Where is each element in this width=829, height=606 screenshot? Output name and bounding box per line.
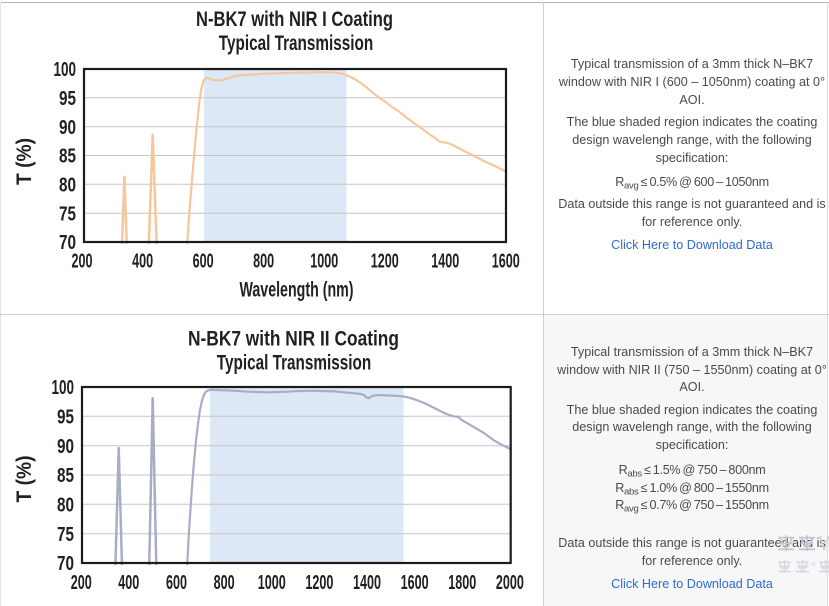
svg-text:1800: 1800: [448, 572, 476, 594]
svg-text:1400: 1400: [353, 572, 381, 594]
svg-text:90: 90: [59, 117, 76, 139]
svg-text:200: 200: [72, 251, 93, 273]
svg-text:800: 800: [214, 572, 235, 594]
svg-text:1600: 1600: [401, 572, 429, 594]
svg-text:Typical Transmission: Typical Transmission: [217, 351, 372, 374]
svg-text:Wavelength (nm): Wavelength (nm): [240, 279, 354, 302]
svg-text:Typical Transmission: Typical Transmission: [219, 32, 374, 55]
svg-text:100: 100: [52, 377, 75, 399]
svg-text:75: 75: [59, 203, 76, 225]
svg-text:95: 95: [59, 88, 76, 110]
svg-text:1600: 1600: [492, 251, 520, 273]
svg-text:1400: 1400: [431, 251, 459, 273]
svg-text:85: 85: [59, 146, 76, 168]
svg-text:1000: 1000: [310, 251, 338, 273]
svg-text:800: 800: [253, 251, 274, 273]
svg-text:“: “: [811, 559, 816, 576]
svg-text:1000: 1000: [258, 572, 286, 594]
svg-text:70: 70: [59, 232, 76, 254]
svg-text:80: 80: [57, 495, 74, 517]
svg-text:90: 90: [57, 436, 74, 458]
svg-text:600: 600: [193, 251, 214, 273]
svg-text:95: 95: [57, 407, 74, 429]
svg-text:85: 85: [57, 465, 74, 487]
svg-text:N-BK7 with NIR I Coating: N-BK7 with NIR I Coating: [196, 8, 393, 31]
svg-text:W: W: [819, 533, 829, 555]
svg-text:75: 75: [57, 524, 74, 546]
svg-text:T (%): T (%): [13, 456, 36, 503]
svg-text:80: 80: [59, 175, 76, 197]
svg-text:1200: 1200: [371, 251, 399, 273]
svg-text:N-BK7 with NIR II Coating: N-BK7 with NIR II Coating: [188, 327, 399, 350]
svg-text:70: 70: [57, 553, 74, 575]
svg-text:200: 200: [71, 572, 92, 594]
svg-text:100: 100: [54, 59, 77, 81]
svg-text:2000: 2000: [496, 572, 524, 594]
svg-text:T (%): T (%): [13, 138, 36, 185]
svg-text:400: 400: [132, 251, 153, 273]
svg-text:600: 600: [166, 572, 187, 594]
svg-text:1200: 1200: [305, 572, 333, 594]
svg-text:400: 400: [118, 572, 139, 594]
